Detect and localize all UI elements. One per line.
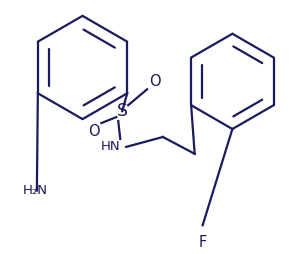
Text: S: S [117, 102, 128, 120]
Text: F: F [199, 235, 207, 250]
Text: HN: HN [100, 140, 120, 153]
Text: H₂N: H₂N [23, 184, 48, 197]
Text: O: O [149, 74, 161, 89]
Text: O: O [88, 123, 99, 138]
